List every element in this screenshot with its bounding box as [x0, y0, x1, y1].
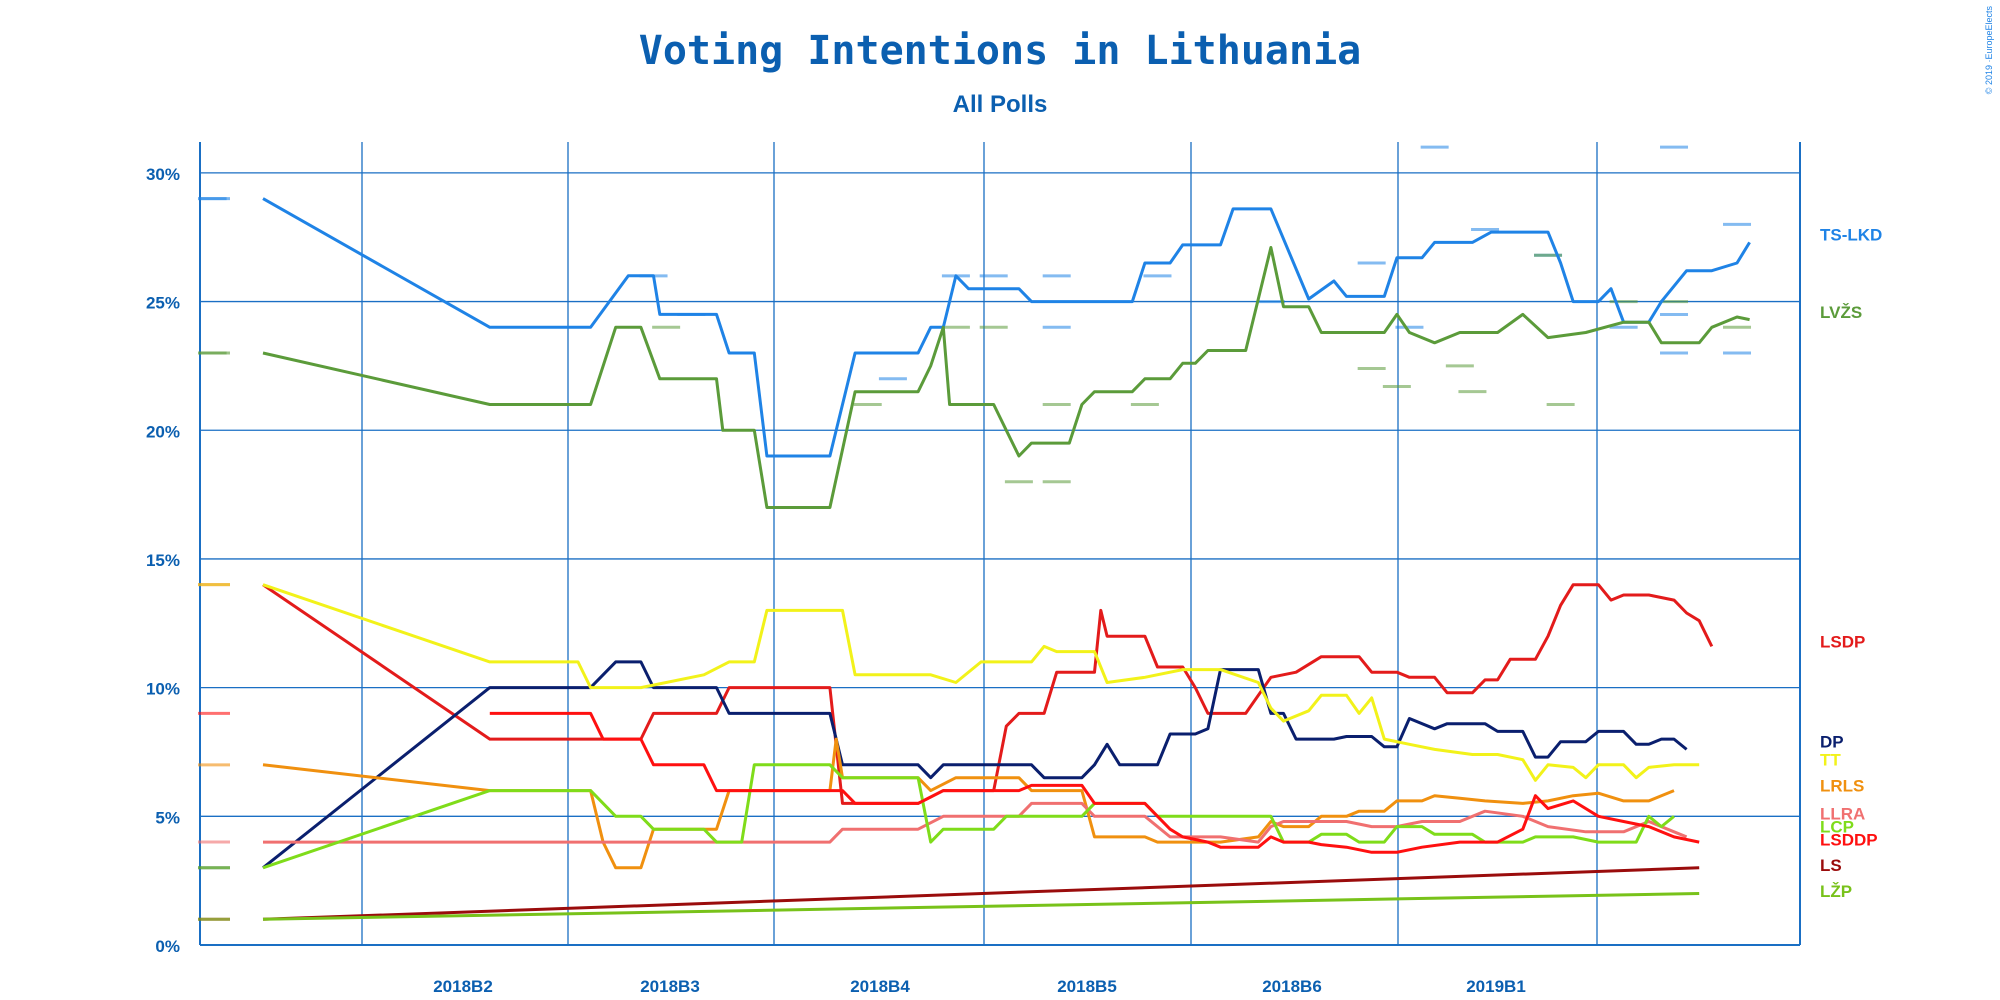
y-tick-label: 5% [155, 808, 180, 827]
legend-label: LCP [1820, 818, 1854, 837]
legend-label: TT [1820, 751, 1841, 770]
y-tick-label: 0% [155, 937, 180, 956]
chart-title: Voting Intentions in Lithuania [639, 28, 1361, 74]
x-tick-label: 2018B6 [1262, 977, 1322, 996]
series-line [262, 197, 1751, 458]
series-lines [262, 197, 1751, 921]
y-tick-label: 25% [146, 294, 180, 313]
series-line [262, 246, 1750, 509]
legend-label: LS [1820, 856, 1842, 875]
series-line [263, 801, 1688, 844]
y-tick-label: 20% [146, 422, 180, 441]
y-tick-label: 30% [146, 165, 180, 184]
chart-subtitle: All Polls [953, 91, 1048, 118]
x-tick-label: 2018B4 [850, 977, 910, 996]
y-tick-label: 15% [146, 551, 180, 570]
x-tick-label: 2019B1 [1466, 977, 1526, 996]
legend-label: LSDP [1820, 632, 1865, 651]
legend-label: LVŽS [1820, 303, 1862, 322]
series-line [262, 583, 1700, 782]
grid [199, 142, 1801, 946]
x-axis: 2018B2 2018B3 2018B4 2018B5 2018B6 2019B1 [433, 977, 1526, 996]
series-line [262, 737, 1675, 870]
series-line [262, 660, 1688, 869]
x-tick-label: 2018B2 [433, 977, 493, 996]
legend-label: TS-LKD [1820, 226, 1882, 245]
legend-label: LSDDP [1820, 830, 1878, 849]
series-line [262, 892, 1700, 921]
x-tick-label: 2018B3 [640, 977, 700, 996]
credit: © 2019 ·EuropeElects [1984, 6, 1994, 95]
legend-label: LŽP [1820, 882, 1852, 901]
y-tick-label: 10% [146, 680, 180, 699]
series-line [262, 866, 1700, 921]
legend-label: LLRA [1820, 805, 1865, 824]
series-line [489, 711, 1700, 854]
legend-label: DP [1820, 733, 1844, 752]
x-tick-label: 2018B5 [1057, 977, 1117, 996]
legend-label: LRLS [1820, 776, 1864, 795]
y-axis: 0% 5% 10% 15% 20% 25% 30% [146, 165, 180, 956]
